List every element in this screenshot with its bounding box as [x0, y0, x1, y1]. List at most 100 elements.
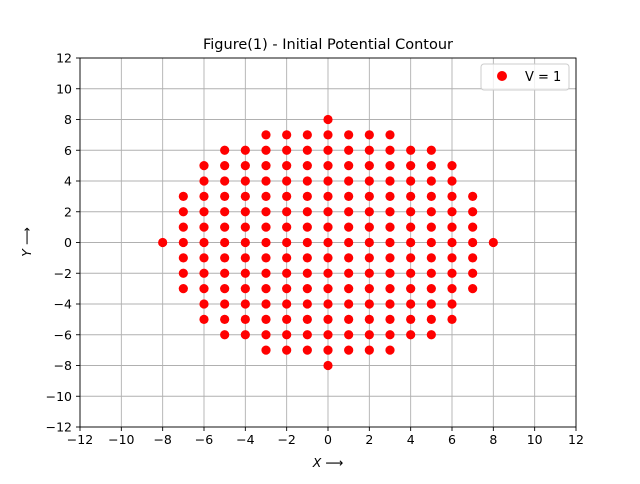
data-point [406, 176, 416, 186]
data-point [220, 176, 230, 186]
data-point [447, 268, 457, 278]
data-point [426, 314, 436, 324]
data-point [302, 314, 312, 324]
legend: V = 1 [480, 63, 570, 91]
data-point [302, 237, 312, 248]
data-point [199, 161, 209, 171]
data-point [282, 314, 292, 324]
data-point [220, 191, 230, 201]
data-point [364, 176, 374, 186]
data-point [406, 284, 416, 294]
y-tick-label: 8 [64, 112, 72, 127]
data-point [282, 299, 292, 309]
data-point [406, 299, 416, 309]
data-point [178, 284, 188, 294]
data-point [282, 145, 292, 155]
legend-box [480, 63, 570, 91]
data-point [364, 345, 374, 355]
data-point [344, 222, 354, 232]
data-point [199, 299, 209, 309]
data-point [220, 268, 230, 278]
y-tick-label: −6 [54, 327, 72, 342]
data-point [240, 207, 250, 217]
data-point [385, 253, 395, 263]
data-point [282, 330, 292, 340]
data-point [406, 253, 416, 263]
data-point [344, 237, 354, 248]
data-point [261, 345, 271, 355]
data-point [199, 314, 209, 324]
data-point [178, 207, 188, 217]
data-point [344, 330, 354, 340]
data-point [323, 345, 333, 355]
data-point [323, 222, 333, 232]
data-point [406, 237, 416, 248]
data-point [220, 161, 230, 171]
x-tick-label: −4 [236, 432, 254, 447]
data-point [406, 314, 416, 324]
data-point [426, 176, 436, 186]
data-point [426, 237, 436, 248]
y-tick-label: −8 [54, 358, 72, 373]
data-point [385, 284, 395, 294]
data-point [323, 161, 333, 171]
y-tick-label: −10 [46, 389, 72, 404]
data-point [426, 268, 436, 278]
data-point [468, 284, 478, 294]
x-tick-label: 8 [489, 432, 497, 447]
data-point [488, 237, 498, 248]
data-point [302, 191, 312, 201]
data-point [426, 191, 436, 201]
data-point [364, 207, 374, 217]
data-point [323, 253, 333, 263]
data-point [220, 222, 230, 232]
data-point [220, 284, 230, 294]
x-tick-label: −2 [277, 432, 295, 447]
data-point [220, 145, 230, 155]
data-points [158, 114, 498, 371]
data-point [220, 237, 230, 248]
data-point [344, 268, 354, 278]
data-point [426, 284, 436, 294]
data-point [323, 360, 333, 371]
data-point [447, 299, 457, 309]
data-point [178, 253, 188, 263]
data-point [240, 330, 250, 340]
data-point [261, 314, 271, 324]
data-point [178, 222, 188, 232]
data-point [385, 176, 395, 186]
data-point [261, 161, 271, 171]
data-point [406, 222, 416, 232]
data-point [158, 237, 168, 248]
data-point [323, 314, 333, 324]
data-point [426, 145, 436, 155]
y-axis-ticks: −12 −10 −8 −6 −4 −2 0 2 4 6 8 10 12 [46, 51, 80, 435]
data-point [302, 268, 312, 278]
data-point [302, 222, 312, 232]
data-point [282, 268, 292, 278]
x-tick-label: 10 [527, 432, 543, 447]
data-point [199, 191, 209, 201]
data-point [261, 145, 271, 155]
data-point [406, 207, 416, 217]
data-point [406, 330, 416, 340]
data-point [261, 191, 271, 201]
x-tick-label: 0 [324, 432, 332, 447]
data-point [282, 253, 292, 263]
data-point [261, 299, 271, 309]
data-point [364, 330, 374, 340]
data-point [385, 191, 395, 201]
data-point [302, 161, 312, 171]
data-point [406, 161, 416, 171]
data-point [240, 314, 250, 324]
data-point [344, 145, 354, 155]
data-point [344, 161, 354, 171]
data-point [364, 145, 374, 155]
data-point [468, 253, 478, 263]
data-point [364, 237, 374, 248]
data-point [199, 284, 209, 294]
data-point [178, 268, 188, 278]
data-point [447, 207, 457, 217]
x-axis-label: X ⟶ [312, 455, 344, 470]
y-tick-label: −12 [46, 420, 72, 435]
